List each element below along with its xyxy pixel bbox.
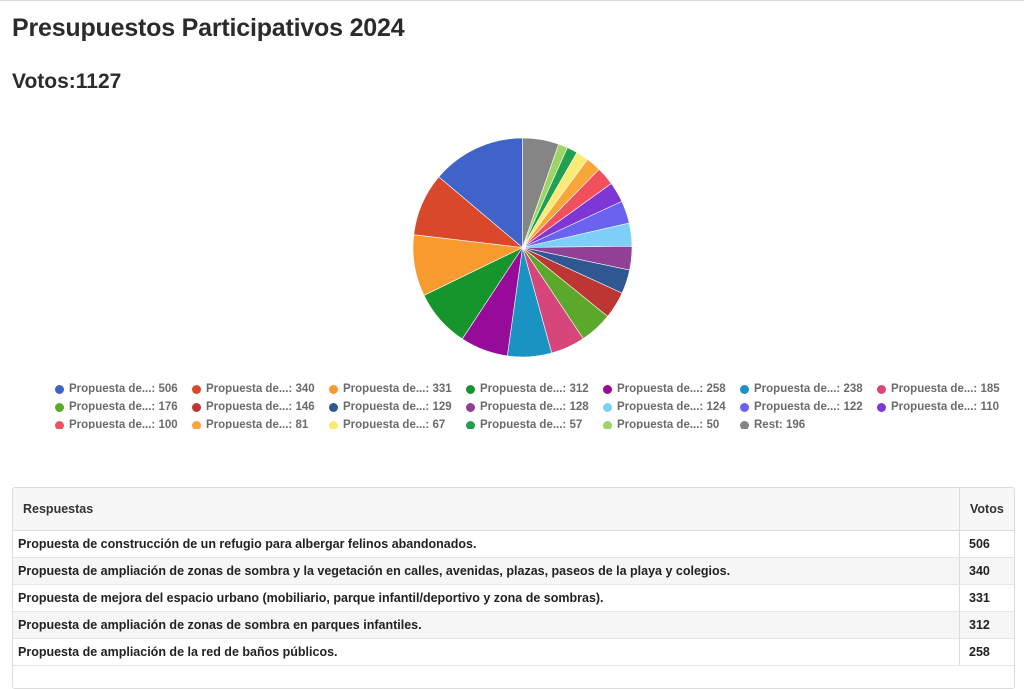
legend-item[interactable]: Propuesta de...: 57: [466, 419, 582, 429]
legend-marker: [329, 402, 338, 412]
legend-label: Propuesta de...: 185: [891, 383, 1000, 395]
legend-item[interactable]: Propuesta de...: 176: [55, 401, 178, 413]
legend-item[interactable]: Propuesta de...: 67: [329, 419, 445, 429]
legend-marker: [603, 420, 612, 429]
legend-item[interactable]: Propuesta de...: 122: [740, 401, 863, 413]
table-row: Propuesta de ampliación de zonas de somb…: [13, 611, 1014, 639]
legend-label: Propuesta de...: 129: [343, 401, 452, 413]
votes-cell: 340: [959, 557, 1014, 585]
legend-item[interactable]: Propuesta de...: 146: [192, 401, 315, 413]
legend-marker: [740, 420, 749, 429]
legend-label: Propuesta de...: 81: [206, 419, 309, 429]
legend-label: Propuesta de...: 67: [343, 419, 446, 429]
legend-item[interactable]: Propuesta de...: 100: [55, 419, 178, 429]
table-header-row: Respuestas Votos: [13, 488, 1014, 531]
page-title: Presupuestos Participativos 2024: [12, 14, 405, 42]
legend-label: Propuesta de...: 331: [343, 383, 452, 395]
legend-item[interactable]: Propuesta de...: 81: [192, 419, 308, 429]
legend-item[interactable]: Rest: 196: [740, 419, 805, 429]
legend-item[interactable]: Propuesta de...: 506: [55, 383, 178, 395]
legend-marker: [877, 384, 886, 394]
legend-label: Propuesta de...: 340: [206, 383, 315, 395]
legend-marker: [192, 402, 201, 412]
legend-label: Propuesta de...: 128: [480, 401, 589, 413]
answer-cell: Propuesta de ampliación de la red de bañ…: [13, 638, 960, 666]
legend-marker: [55, 384, 64, 394]
legend-marker: [55, 420, 64, 429]
legend-marker: [329, 420, 338, 429]
legend-label: Propuesta de...: 124: [617, 401, 726, 413]
legend-item[interactable]: Propuesta de...: 331: [329, 383, 452, 395]
table-row: Propuesta de mejora del espacio urbano (…: [13, 584, 1014, 612]
legend-label: Propuesta de...: 57: [480, 419, 583, 429]
legend-marker: [603, 384, 612, 394]
chart-legend: Propuesta de...: 506 Propuesta de...: 340…: [55, 383, 1015, 429]
legend-label: Propuesta de...: 238: [754, 383, 863, 395]
results-table: Respuestas Votos Propuesta de construcci…: [13, 488, 1014, 666]
legend-label: Propuesta de...: 50: [617, 419, 720, 429]
legend-marker: [329, 384, 338, 394]
legend-marker: [466, 384, 475, 394]
column-header-votes: Votos: [959, 488, 1014, 531]
legend-marker: [466, 420, 475, 429]
legend-item[interactable]: Propuesta de...: 258: [603, 383, 726, 395]
legend-marker: [877, 402, 886, 412]
votes-cell: 331: [959, 584, 1014, 612]
legend-label: Propuesta de...: 258: [617, 383, 726, 395]
legend-label: Propuesta de...: 312: [480, 383, 589, 395]
legend-item[interactable]: Propuesta de...: 185: [877, 383, 1000, 395]
answer-cell: Propuesta de construcción de un refugio …: [13, 530, 960, 558]
legend-label: Propuesta de...: 176: [69, 401, 178, 413]
legend-item[interactable]: Propuesta de...: 110: [877, 401, 999, 413]
votes-total: Votos:1127: [12, 70, 122, 93]
legend-item[interactable]: Propuesta de...: 129: [329, 401, 452, 413]
votes-cell: 312: [959, 611, 1014, 639]
legend-item[interactable]: Propuesta de...: 312: [466, 383, 589, 395]
legend-marker: [192, 384, 201, 394]
legend-label: Propuesta de...: 100: [69, 419, 178, 429]
legend-item[interactable]: Propuesta de...: 128: [466, 401, 589, 413]
legend-label: Propuesta de...: 506: [69, 383, 178, 395]
legend-item[interactable]: Propuesta de...: 124: [603, 401, 726, 413]
legend-label: Propuesta de...: 146: [206, 401, 315, 413]
legend-label: Propuesta de...: 122: [754, 401, 863, 413]
table-row: Propuesta de ampliación de la red de bañ…: [13, 638, 1014, 666]
answer-cell: Propuesta de ampliación de zonas de somb…: [13, 557, 960, 585]
pie-slice: [438, 137, 523, 249]
legend-marker: [603, 402, 612, 412]
results-table-container: Respuestas Votos Propuesta de construcci…: [12, 487, 1015, 689]
legend-label: Rest: 196: [754, 419, 806, 429]
legend-item[interactable]: Propuesta de...: 238: [740, 383, 863, 395]
legend-marker: [192, 420, 201, 429]
column-header-answers: Respuestas: [13, 488, 960, 531]
legend-item[interactable]: Propuesta de...: 50: [603, 419, 719, 429]
legend-marker: [740, 402, 749, 412]
top-border: [0, 0, 1024, 1]
legend-item[interactable]: Propuesta de...: 340: [192, 383, 315, 395]
legend-marker: [466, 402, 475, 412]
legend-label: Propuesta de...: 110: [891, 401, 1000, 413]
answer-cell: Propuesta de ampliación de zonas de somb…: [13, 611, 960, 639]
legend-marker: [740, 384, 749, 394]
table-row: Propuesta de ampliación de zonas de somb…: [13, 557, 1014, 585]
legend-marker: [55, 402, 64, 412]
votes-cell: 258: [959, 638, 1014, 666]
answer-cell: Propuesta de mejora del espacio urbano (…: [13, 584, 960, 612]
pie-chart: [412, 137, 633, 358]
votes-cell: 506: [959, 530, 1014, 558]
table-row: Propuesta de construcción de un refugio …: [13, 530, 1014, 558]
